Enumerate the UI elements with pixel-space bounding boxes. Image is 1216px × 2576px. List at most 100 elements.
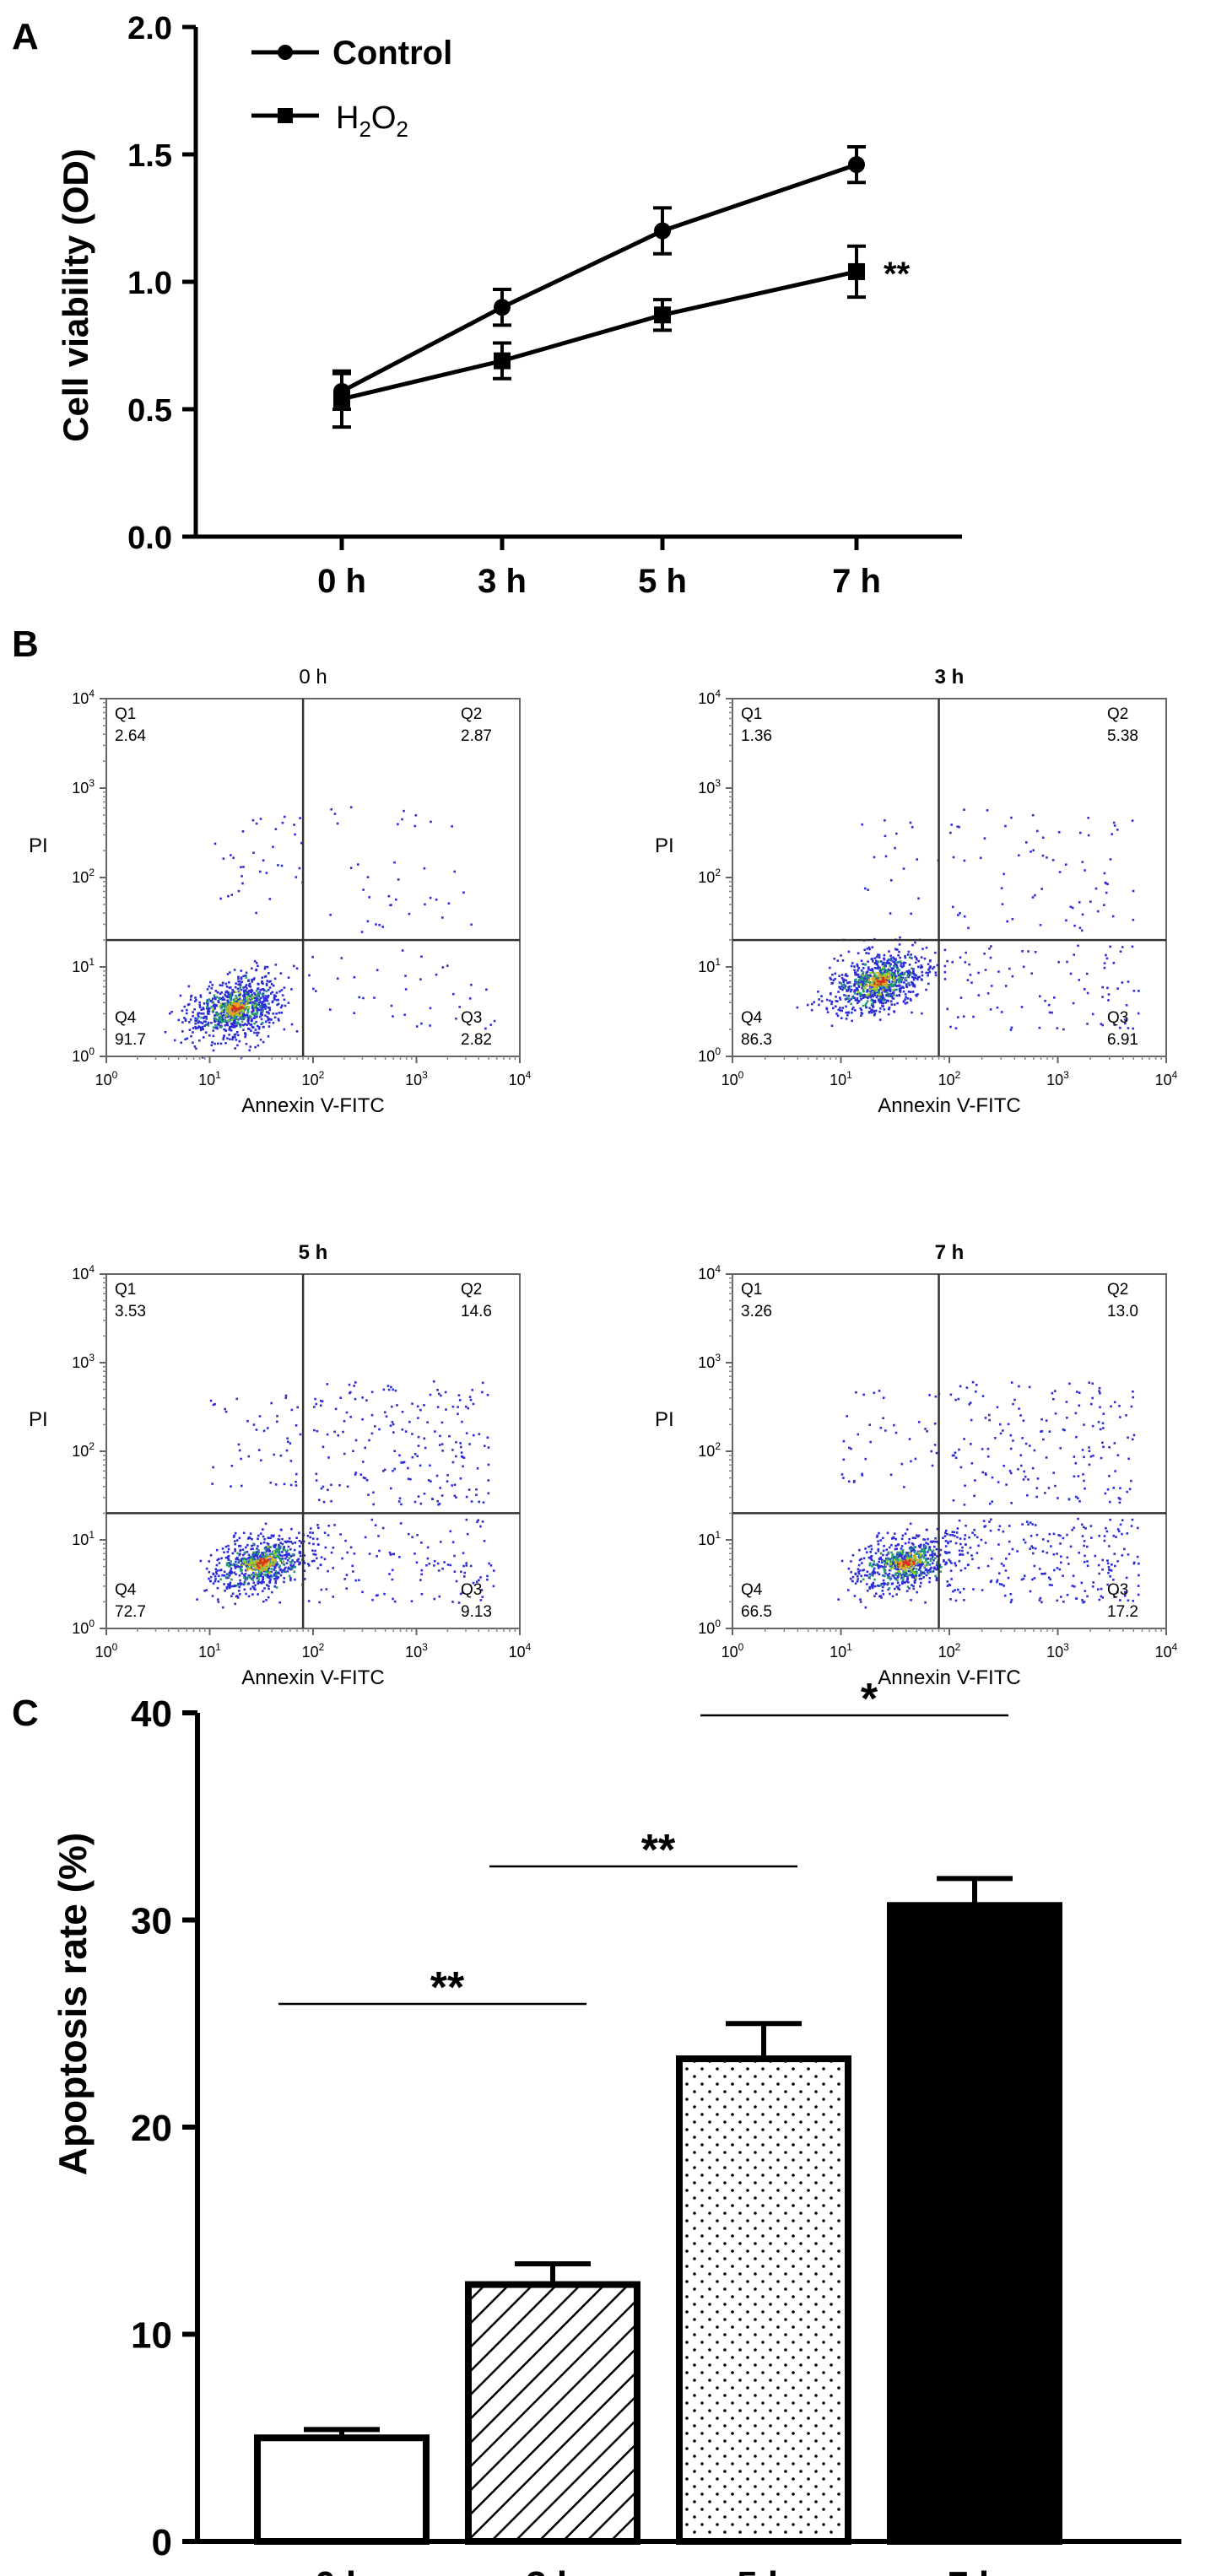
x-axis-label: Annexin V-FITC <box>241 1094 384 1117</box>
y-tick-label: 100 <box>72 1617 95 1637</box>
y-axis-label: PI <box>29 834 48 857</box>
scatter-points <box>164 806 496 1059</box>
y-tick-label: 102 <box>698 1440 721 1460</box>
quadrant-q3-value: 17.2 <box>1107 1603 1138 1621</box>
quadrant-q2-value: 14.6 <box>461 1303 492 1320</box>
y-tick-label: 1.0 <box>127 266 172 301</box>
quadrant-q1-name: Q1 <box>741 705 762 723</box>
bar-7h <box>887 1902 1062 2545</box>
x-tick-label: 100 <box>721 1069 744 1088</box>
quadrant-q1-name: Q1 <box>115 705 136 723</box>
bar-3h <box>465 2281 640 2546</box>
x-tick-label: 102 <box>302 1069 325 1088</box>
x-tick-label: 102 <box>302 1641 325 1661</box>
y-tick-label: 102 <box>72 1440 95 1460</box>
x-tick-label: 103 <box>1046 1641 1069 1661</box>
y-tick-label: 100 <box>698 1045 721 1065</box>
quadrant-q1-name: Q1 <box>741 1281 762 1299</box>
x-tick-label: 0 h <box>315 2564 369 2576</box>
x-tick-label: 104 <box>1155 1641 1178 1661</box>
plot-frame <box>105 1273 521 1629</box>
line-chart-cell-viability: Cell viability (OD) 0.0 0.5 1.0 1.5 2.0 0 h 3 … <box>56 11 962 600</box>
quadrant-q4-name: Q4 <box>115 1581 137 1599</box>
plot-title: 7 h <box>935 1241 965 1264</box>
quadrant-q1-value: 1.36 <box>741 727 772 745</box>
y-tick-label: 103 <box>698 1352 721 1371</box>
significance-marker: ** <box>430 1963 465 2012</box>
quadrant-q3-name: Q3 <box>1107 1581 1128 1599</box>
y-tick-label: 100 <box>698 1617 721 1637</box>
plot-frame <box>105 698 521 1057</box>
quadrant-q4-name: Q4 <box>741 1009 763 1027</box>
y-tick-label: 40 <box>131 1693 172 1735</box>
x-tick-label: 103 <box>405 1069 428 1088</box>
x-tick-label: 104 <box>509 1641 532 1661</box>
series-line-h2o2 <box>341 269 857 402</box>
y-axis-label: Cell viability (OD) <box>56 149 95 442</box>
quadrant-q2-value: 5.38 <box>1107 727 1138 745</box>
data-point-h2o2 <box>494 352 511 370</box>
x-tick-label: 3 h <box>478 563 527 600</box>
scatter-points <box>837 1380 1140 1609</box>
x-tick-label: 102 <box>938 1641 961 1661</box>
plot-title: 0 h <box>299 666 327 689</box>
quadrant-q4-value: 86.3 <box>741 1031 772 1049</box>
quadrant-q4-value: 66.5 <box>741 1603 772 1621</box>
quadrant-q2-name: Q2 <box>461 705 482 723</box>
quadrant-q2-value: 13.0 <box>1107 1303 1138 1320</box>
x-tick-label: 3 h <box>526 2564 580 2576</box>
legend-label-h2o2: H2O2 <box>336 100 408 142</box>
x-tick-label: 104 <box>1155 1069 1178 1088</box>
x-tick-label: 100 <box>721 1641 744 1661</box>
legend-label-control: Control <box>332 35 452 72</box>
y-tick-label: 2.0 <box>127 11 172 46</box>
x-tick-label: 101 <box>830 1069 852 1088</box>
quadrant-q3-name: Q3 <box>461 1009 482 1027</box>
quadrant-q3-value: 6.91 <box>1107 1031 1138 1049</box>
quadrant-q1-name: Q1 <box>115 1281 136 1299</box>
y-tick-label: 104 <box>72 1263 95 1283</box>
quadrant-q4-value: 72.7 <box>115 1603 146 1621</box>
x-tick-label: 101 <box>830 1641 852 1661</box>
legend-marker-control <box>278 45 293 60</box>
plot-frame <box>732 1273 1167 1629</box>
quadrant-q3-value: 2.82 <box>461 1031 492 1049</box>
y-tick-label: 101 <box>72 956 95 975</box>
y-tick-label: 0.5 <box>127 393 172 429</box>
y-tick-label: 103 <box>72 777 95 797</box>
x-tick-label: 104 <box>509 1069 532 1088</box>
quadrant-q1-value: 3.26 <box>741 1303 772 1320</box>
x-axis-label: Annexin V-FITC <box>878 1666 1020 1689</box>
data-point-control <box>654 222 671 240</box>
x-tick-label: 101 <box>198 1069 221 1088</box>
x-tick-label: 101 <box>198 1641 221 1661</box>
plot-frame <box>732 698 1167 1057</box>
quadrant-q3-name: Q3 <box>461 1581 482 1599</box>
y-tick-label: 10 <box>131 2315 172 2357</box>
quadrant-q4-name: Q4 <box>115 1009 137 1027</box>
y-tick-label: 0.0 <box>127 521 172 556</box>
quadrant-q2-name: Q2 <box>461 1281 482 1299</box>
panel-label-b: B <box>12 624 39 665</box>
x-tick-label: 100 <box>95 1641 118 1661</box>
y-tick-label: 100 <box>72 1045 95 1065</box>
panel-label-a: A <box>12 16 39 57</box>
y-tick-label: 30 <box>131 1901 172 1942</box>
x-tick-label: 102 <box>938 1069 961 1088</box>
y-tick-label: 101 <box>72 1529 95 1548</box>
scatter-points <box>196 1380 495 1609</box>
y-tick-label: 103 <box>72 1352 95 1371</box>
quadrant-q2-name: Q2 <box>1107 1281 1128 1299</box>
quadrant-q4-name: Q4 <box>741 1581 763 1599</box>
y-axis-label: PI <box>655 834 674 857</box>
quadrant-q3-name: Q3 <box>1107 1009 1128 1027</box>
panel-label-c: C <box>12 1693 39 1734</box>
scatter-points <box>796 808 1140 1031</box>
x-tick-label: 103 <box>405 1641 428 1661</box>
y-tick-label: 101 <box>698 1529 721 1548</box>
